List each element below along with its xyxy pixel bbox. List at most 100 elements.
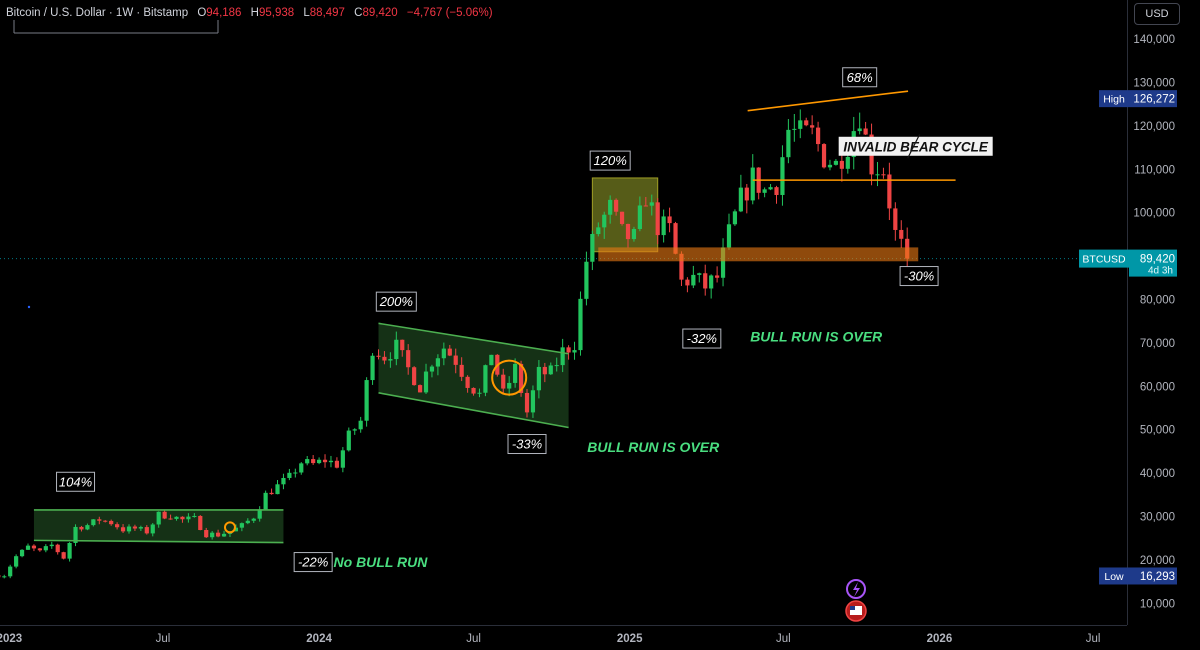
price-tick-label: 50,000: [1140, 425, 1175, 437]
percent-label: -33%: [512, 437, 542, 452]
candle-up: [126, 526, 132, 532]
last-price-badge: [1129, 249, 1177, 277]
countdown-label: 4d 3h: [1148, 266, 1173, 277]
grid: [0, 20, 1127, 260]
percent-label: -30%: [904, 269, 934, 284]
percent-label: 200%: [379, 294, 413, 309]
candle-down: [97, 519, 102, 521]
time-tick-label: 2025: [617, 633, 643, 645]
candle-up: [156, 511, 161, 525]
candle-down: [109, 520, 114, 525]
annotation-text: BULL RUN IS OVER: [750, 328, 883, 344]
marker-dot: [27, 305, 31, 309]
candle-up: [174, 516, 179, 519]
candle-up: [530, 390, 536, 413]
candle-up: [845, 156, 850, 169]
candle-down: [887, 174, 892, 209]
candle-down: [162, 511, 167, 519]
candle-up: [192, 515, 197, 517]
candle-down: [198, 515, 203, 531]
candle-up: [792, 128, 797, 130]
candle-down: [815, 127, 821, 145]
candle-up: [263, 492, 268, 510]
close-label: C: [354, 7, 363, 19]
channel-bottom-line: [33, 539, 284, 544]
price-tick-label: 80,000: [1140, 294, 1175, 306]
price-tick-label: 40,000: [1140, 468, 1175, 480]
candle-down: [619, 211, 625, 224]
candle-up: [210, 532, 215, 538]
change-value: −4,767 (−5.06%): [406, 7, 493, 19]
candle-up: [281, 477, 286, 485]
percent-box: [682, 328, 722, 349]
candle-up: [762, 189, 767, 193]
candle-up: [857, 128, 862, 132]
ticker-badge: [1079, 249, 1129, 268]
candle-down: [542, 366, 547, 375]
candle-up: [875, 174, 880, 176]
price-tick-label: 140,000: [1133, 34, 1175, 46]
annotations: 104% -22% No BULL RUN 200% -33% BULL RUN IS O…: [56, 67, 993, 573]
candle-down: [144, 527, 149, 534]
candle-up: [67, 542, 72, 559]
candle-down: [643, 205, 648, 207]
candle-down: [881, 174, 886, 176]
candle-up: [732, 211, 738, 225]
annotation-text: No BULL RUN: [334, 554, 429, 570]
candle-down: [774, 187, 779, 195]
candle-up: [649, 202, 654, 206]
candle-down: [417, 385, 423, 393]
lightning-bolt: [853, 582, 860, 597]
price-axis-background: [1127, 0, 1200, 650]
badge-label-bg: [1099, 90, 1129, 108]
drawings-front: [33, 90, 956, 544]
percent-box: [589, 150, 631, 171]
open-label: O: [197, 7, 207, 19]
candle-up: [91, 519, 96, 526]
candle-down: [382, 356, 387, 361]
candle-up: [346, 430, 351, 451]
candle-down: [79, 526, 84, 530]
candle-down: [269, 492, 274, 495]
candle-up: [370, 355, 375, 381]
candle-down: [715, 275, 720, 278]
price-tick-label: 130,000: [1133, 77, 1175, 89]
candle-up: [661, 216, 666, 236]
currency-button[interactable]: USD: [1134, 3, 1180, 25]
candle-down: [679, 253, 684, 280]
candle-up: [245, 520, 250, 524]
time-tick-label: 2024: [306, 633, 332, 645]
badge-value-bg: [1129, 90, 1177, 108]
candle-down: [115, 524, 120, 528]
percent-label: 120%: [594, 153, 627, 168]
candle-up: [786, 129, 791, 158]
candle-up: [833, 160, 839, 165]
open-value: 94,186: [206, 7, 242, 19]
flag-icon-body: [850, 606, 862, 615]
time-tick-label: Jul: [776, 633, 791, 645]
candle-up: [352, 429, 357, 431]
candle-up: [750, 167, 755, 201]
candle-down: [447, 348, 452, 356]
time-tick-label: Jul: [466, 633, 481, 645]
candle-up: [560, 347, 565, 366]
candle-up: [536, 366, 541, 391]
candle-down: [703, 273, 708, 289]
candle-up: [827, 164, 833, 168]
badge-label: Low: [1104, 571, 1124, 583]
candle-up: [513, 363, 518, 383]
candle-up: [293, 472, 298, 474]
candles: [0, 109, 910, 579]
high-label: H: [250, 7, 259, 19]
candle-down: [204, 530, 209, 538]
symbol-title: Bitcoin / U.S. Dollar · 1W · Bitstamp: [6, 7, 189, 19]
candle-down: [899, 229, 904, 239]
candle-down: [673, 223, 678, 254]
candle-up: [85, 525, 90, 530]
candle-up: [275, 484, 280, 495]
resistance-line: [747, 90, 909, 112]
candle-up: [287, 472, 292, 478]
badge-value: 16,293: [1140, 571, 1175, 583]
candle-down: [471, 387, 476, 394]
